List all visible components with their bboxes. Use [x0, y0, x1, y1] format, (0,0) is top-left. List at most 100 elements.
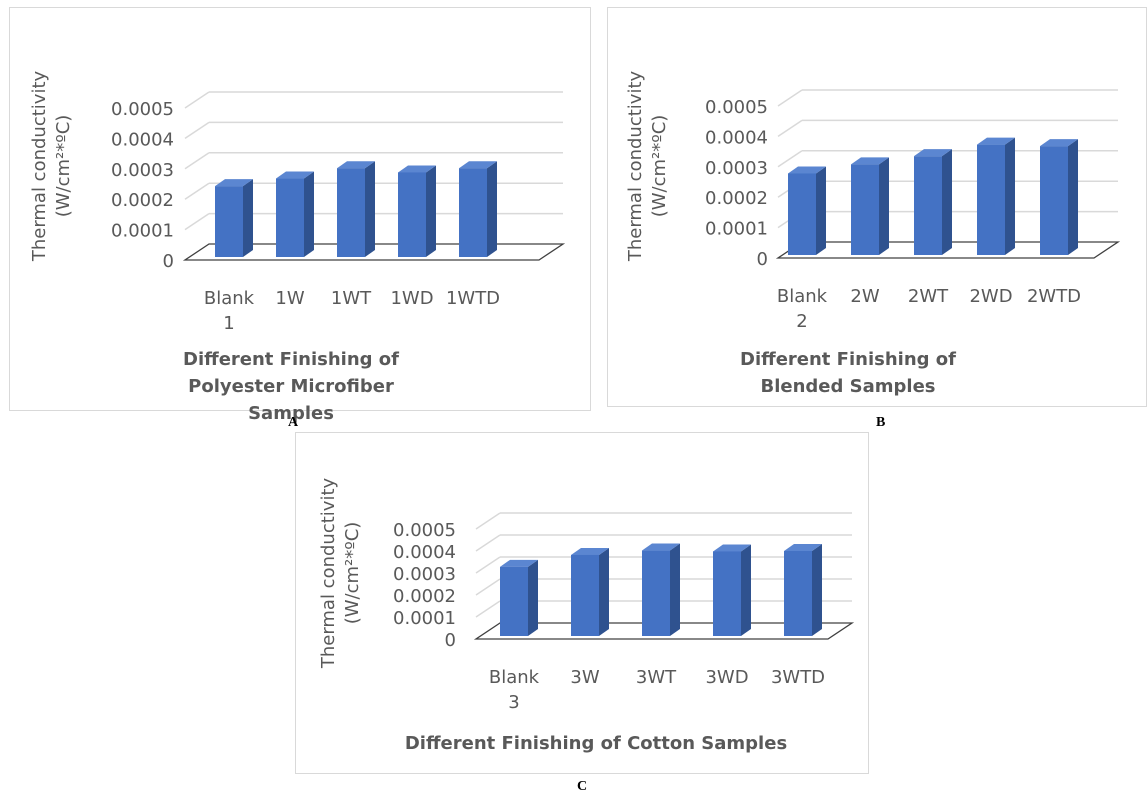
- bar-side: [816, 166, 826, 255]
- y-tick-label: 0.0003: [393, 564, 456, 585]
- bar-top: [784, 544, 822, 551]
- chart-floor: [182, 243, 566, 261]
- bar-top: [398, 165, 436, 173]
- gridline-side: [777, 89, 803, 107]
- bar: [276, 178, 304, 257]
- x-tick-label: 3WD: [705, 667, 748, 688]
- chart-floor: [473, 622, 855, 640]
- x-tick-label: 3WT: [636, 667, 677, 688]
- y-tick-label: 0: [757, 249, 768, 270]
- y-axis-label-line1: Thermal conductivity: [318, 477, 339, 669]
- bar-top: [713, 544, 751, 552]
- y-tick-label: 0.0004: [393, 542, 456, 563]
- bar-side: [879, 157, 889, 255]
- chart-a-plot: 0 0.0001 0.0002 0.0003 0.0004 0.0005 Blank 1 1W 1…: [111, 91, 566, 334]
- x-tick-label: 3WTD: [771, 667, 825, 688]
- bar-top: [215, 179, 253, 187]
- y-axis-label-line2: (W/cm²*ºC): [342, 521, 363, 625]
- bar-side: [741, 544, 751, 636]
- bar: [337, 168, 365, 257]
- bar-top: [1040, 139, 1078, 147]
- y-tick-label: 0.0001: [705, 219, 768, 240]
- bar-side: [812, 544, 822, 636]
- y-axis-label-line1: Thermal conductivity: [29, 70, 50, 262]
- chart-b-plot: 0 0.0001 0.0002 0.0003 0.0004 0.0005 Blank 2 2W 2…: [705, 89, 1121, 332]
- x-tick-label: 1W: [275, 288, 304, 309]
- gridline-side: [777, 150, 803, 168]
- y-tick-label: 0.0005: [705, 97, 768, 118]
- bar: [784, 551, 812, 636]
- gridline-side: [777, 119, 803, 138]
- x-tick-label: 1WD: [390, 288, 433, 309]
- y-axis-label: Thermal conductivity (W/cm²*ºC): [317, 478, 365, 668]
- bar-top: [642, 543, 680, 551]
- bar-top: [500, 559, 538, 567]
- x-tick-label: 1WTD: [446, 288, 500, 309]
- x-axis-title: Different Finishing of Cotton Samples: [404, 733, 788, 754]
- x-axis-title: Different Finishing of Blended Samples: [740, 349, 956, 397]
- gridline-side: [475, 578, 501, 596]
- y-tick-label: 0.0005: [393, 520, 456, 541]
- y-axis-label-line1: Thermal conductivity: [625, 70, 646, 262]
- y-axis-label: Thermal conductivity (W/cm²*ºC): [28, 71, 76, 261]
- y-axis-label-line2: (W/cm²*ºC): [53, 114, 74, 218]
- gridline-side: [475, 534, 501, 552]
- bar-top: [788, 166, 826, 174]
- x-tick-label: 2WTD: [1027, 286, 1081, 307]
- y-tick-label: 0.0004: [111, 129, 174, 150]
- bar: [398, 172, 426, 257]
- chart-panel-b: 0 0.0001 0.0002 0.0003 0.0004 0.0005 Blank 2 2W 2…: [607, 7, 1147, 407]
- bar: [1040, 146, 1068, 255]
- bar-side: [1005, 137, 1015, 255]
- bar: [642, 550, 670, 636]
- bar: [914, 156, 942, 255]
- y-axis-label: Thermal conductivity (W/cm²*ºC): [624, 71, 672, 261]
- bar-top: [851, 157, 889, 165]
- gridline-side: [475, 556, 501, 574]
- chart-panel-c: 0 0.0001 0.0002 0.0003 0.0004 0.0005 Blank 3 3W 3…: [295, 432, 869, 774]
- x-axis-title: Different Finishing of Polyester Microfi…: [183, 349, 399, 424]
- bar-top: [977, 137, 1015, 145]
- x-tick-label: 2WT: [908, 286, 949, 307]
- x-tick-label: Blank 3: [489, 667, 540, 713]
- bar: [713, 551, 741, 636]
- bar-side: [942, 149, 952, 255]
- y-tick-label: 0.0002: [705, 188, 768, 209]
- x-tick-label: 2W: [850, 286, 879, 307]
- y-tick-label: 0.0003: [705, 158, 768, 179]
- bar: [215, 186, 243, 257]
- y-tick-label: 0.0005: [111, 99, 174, 120]
- bar-side: [243, 179, 253, 257]
- panel-letter-a: A: [288, 415, 299, 430]
- y-tick-label: 0.0003: [111, 160, 174, 181]
- bar: [977, 144, 1005, 255]
- gridline-side: [184, 121, 210, 140]
- y-axis-label-line2: (W/cm²*ºC): [649, 114, 670, 218]
- bar-side: [487, 161, 497, 257]
- y-tick-label: 0.0001: [111, 221, 174, 242]
- bar: [788, 173, 816, 255]
- bar-side: [670, 543, 680, 636]
- panel-letter-c: C: [577, 779, 588, 794]
- bar-side: [365, 161, 375, 257]
- y-tick-label: 0: [163, 251, 174, 272]
- bar-top: [337, 161, 375, 169]
- bar-top: [571, 547, 609, 555]
- bar-side: [304, 171, 314, 257]
- bar-top: [459, 161, 497, 169]
- x-tick-label: 1WT: [331, 288, 372, 309]
- x-tick-label: 2WD: [969, 286, 1012, 307]
- y-tick-label: 0.0002: [393, 586, 456, 607]
- y-tick-label: 0: [445, 630, 456, 651]
- y-tick-label: 0.0001: [393, 608, 456, 629]
- bar-side: [1068, 139, 1078, 255]
- gridline-side: [184, 212, 210, 231]
- gridline-side: [184, 152, 210, 170]
- bar: [851, 164, 879, 255]
- x-tick-label: Blank 1: [204, 288, 255, 334]
- y-tick-label: 0.0002: [111, 190, 174, 211]
- bar-side: [599, 547, 609, 636]
- gridline-side: [475, 512, 501, 530]
- bar: [459, 168, 487, 257]
